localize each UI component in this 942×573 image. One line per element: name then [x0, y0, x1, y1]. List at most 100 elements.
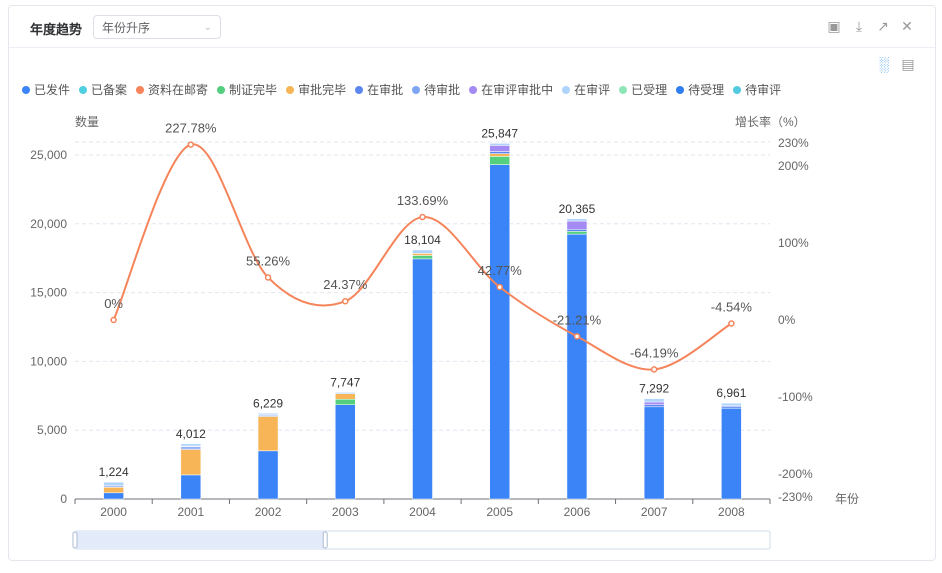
- legend-label: 待审批: [424, 83, 461, 97]
- legend-dot: [79, 85, 88, 94]
- bar-segment[interactable]: [566, 231, 588, 235]
- card-header: 年度趋势 年份升序 ⌄ ▣ ⤓ ↗ ✕: [9, 6, 935, 48]
- bar-segment[interactable]: [180, 449, 202, 476]
- x-tick-label: 2005: [486, 505, 513, 519]
- growth-point[interactable]: [650, 366, 658, 373]
- bar-segment[interactable]: [103, 487, 124, 494]
- legend-label: 待审评: [745, 83, 782, 97]
- bar-segment[interactable]: [103, 481, 124, 486]
- bar-segment[interactable]: [489, 164, 510, 500]
- y2-tick-label: 100%: [778, 236, 809, 250]
- bar-chart-icon[interactable]: ░: [879, 56, 889, 72]
- bar-segment[interactable]: [335, 392, 356, 394]
- y2-tick-label: 200%: [778, 159, 809, 173]
- y2-tick-label: -230%: [778, 490, 813, 504]
- bar-segment[interactable]: [643, 406, 665, 500]
- card-title: 年度趋势: [30, 22, 83, 37]
- legend-dot: [562, 85, 571, 94]
- bar-segment[interactable]: [412, 253, 433, 256]
- bar-segment[interactable]: [489, 145, 510, 152]
- bar-segment[interactable]: [489, 153, 510, 157]
- growth-point[interactable]: [496, 283, 503, 291]
- y2-tick-label: -100%: [778, 390, 813, 404]
- legend-item[interactable]: 在审批: [355, 81, 403, 98]
- legend-label: 资料在邮寄: [148, 83, 209, 97]
- bar-segment[interactable]: [643, 401, 665, 405]
- y2-tick-label: 230%: [778, 136, 809, 150]
- growth-point[interactable]: [573, 333, 581, 340]
- growth-point[interactable]: [728, 320, 735, 327]
- legend-item[interactable]: 已备案: [79, 81, 127, 98]
- table-view-icon[interactable]: ▤: [901, 56, 915, 72]
- fullscreen-icon[interactable]: ▣: [827, 18, 841, 34]
- bar-segment[interactable]: [566, 218, 588, 222]
- legend-dot: [22, 85, 30, 94]
- open-external-icon[interactable]: ↗: [877, 18, 889, 34]
- bar-segment[interactable]: [566, 233, 588, 500]
- growth-point[interactable]: [419, 213, 426, 221]
- bar-segment[interactable]: [489, 151, 510, 154]
- growth-point[interactable]: [110, 316, 117, 324]
- legend-item[interactable]: 待审批: [412, 81, 460, 98]
- y-tick-label: 5,000: [37, 423, 67, 437]
- y2-tick-label: -200%: [778, 467, 813, 481]
- bar-segment[interactable]: [257, 413, 279, 416]
- bar-segment[interactable]: [335, 393, 356, 400]
- datazoom-handle[interactable]: [322, 531, 328, 549]
- chart-card: 年度趋势 年份升序 ⌄ ▣ ⤓ ↗ ✕: [8, 5, 936, 561]
- legend-dot: [286, 85, 295, 94]
- bar-segment[interactable]: [721, 402, 742, 406]
- chart-legend: 已发件 已备案 资料在邮寄 制证完毕 审批完毕 在审批 待审批 在审评审批中 在审评 已受理 待受理…: [22, 81, 790, 98]
- x-tick-label: 2006: [564, 505, 591, 519]
- bar-segment[interactable]: [180, 474, 202, 500]
- legend-item[interactable]: 在审评审批中: [469, 81, 553, 98]
- y-tick-label: 15,000: [30, 286, 67, 300]
- x-tick-label: 2001: [177, 505, 204, 519]
- bar-segment[interactable]: [257, 416, 279, 452]
- growth-point[interactable]: [264, 274, 272, 281]
- x-tick-label: 2007: [641, 505, 668, 519]
- legend-item[interactable]: 已发件: [22, 81, 70, 98]
- bar-segment[interactable]: [335, 404, 356, 500]
- sort-select-value: 年份升序: [102, 21, 151, 35]
- bar-segment[interactable]: [257, 450, 279, 500]
- legend-item[interactable]: 制证完毕: [217, 81, 277, 98]
- legend-item[interactable]: 资料在邮寄: [136, 81, 208, 98]
- legend-item[interactable]: 待审评: [733, 81, 781, 98]
- legend-label: 在审评: [574, 83, 611, 97]
- legend-item[interactable]: 在审评: [562, 81, 610, 98]
- legend-item[interactable]: 审批完毕: [286, 81, 346, 98]
- bar-segment[interactable]: [566, 229, 588, 232]
- bar-segment[interactable]: [489, 143, 510, 146]
- bar-segment[interactable]: [566, 220, 588, 230]
- y-tick-label: 25,000: [30, 148, 67, 162]
- download-icon[interactable]: ⤓: [855, 18, 863, 34]
- bar-segment[interactable]: [180, 443, 202, 447]
- legend-dot: [136, 85, 145, 94]
- bar-total-label: 20,365: [559, 202, 596, 216]
- legend-dot: [217, 85, 226, 94]
- datazoom-handle[interactable]: [72, 531, 78, 549]
- bar-segment[interactable]: [721, 407, 742, 500]
- growth-point[interactable]: [187, 141, 195, 148]
- bar-segment[interactable]: [412, 255, 433, 260]
- bar-segment[interactable]: [412, 258, 433, 500]
- legend-label: 制证完毕: [229, 83, 278, 97]
- bar-segment[interactable]: [489, 156, 510, 165]
- growth-point[interactable]: [342, 297, 349, 305]
- bar-segment[interactable]: [643, 404, 665, 408]
- growth-label: 227.78%: [165, 121, 217, 136]
- legend-item[interactable]: 待受理: [676, 81, 724, 98]
- legend-item[interactable]: 已受理: [619, 81, 667, 98]
- bar-segment[interactable]: [335, 398, 356, 405]
- growth-label: 0%: [104, 296, 123, 311]
- legend-label: 审批完毕: [298, 83, 347, 97]
- bar-segment[interactable]: [412, 249, 433, 254]
- bar-segment[interactable]: [643, 398, 665, 403]
- growth-label: 55.26%: [246, 253, 291, 268]
- sort-select[interactable]: 年份升序 ⌄: [93, 15, 221, 39]
- datazoom-selection[interactable]: [75, 531, 326, 549]
- bar-total-label: 6,229: [253, 396, 283, 410]
- close-icon[interactable]: ✕: [901, 18, 913, 34]
- bar-segment[interactable]: [103, 492, 124, 500]
